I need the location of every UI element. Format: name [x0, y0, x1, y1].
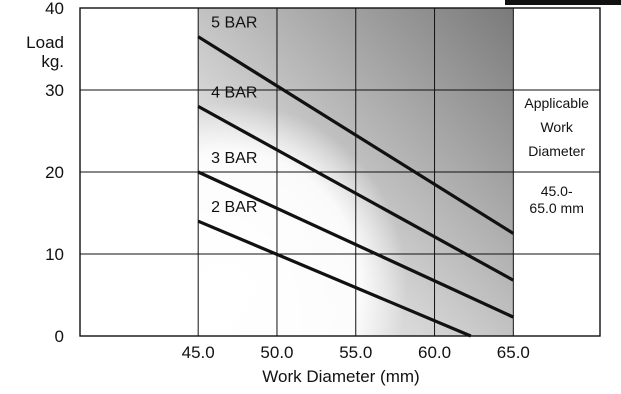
y-tick-label-4: 40 — [45, 0, 64, 18]
note-title-line-0: Applicable — [524, 95, 589, 111]
series-label-3: 2 BAR — [211, 199, 257, 216]
note-value-line-0: 45.0- — [541, 183, 573, 199]
x-tick-label-3: 60.0 — [418, 343, 451, 362]
x-tick-label-4: 65.0 — [497, 343, 530, 362]
series-labels: 5 BAR 4 BAR 3 BAR 2 BAR — [211, 15, 257, 216]
y-tick-label-3: 30 — [45, 81, 64, 100]
series-line-2 — [197, 170, 515, 319]
note-title-line-2: Diameter — [528, 143, 585, 159]
y-axis-label-line-1: kg. — [41, 52, 64, 71]
series-line-0 — [197, 35, 515, 235]
x-tick-label-0: 45.0 — [182, 343, 215, 362]
y-axis-label-line-0: Load — [26, 33, 64, 52]
note-value-line-1: 65.0 mm — [529, 200, 583, 216]
x-tick-label-1: 50.0 — [260, 343, 293, 362]
x-axis-label: Work Diameter (mm) — [262, 367, 419, 386]
applicable-diameter-note: Applicable Work Diameter 45.0-65.0 mm — [524, 95, 589, 216]
x-tick-label-2: 55.0 — [339, 343, 372, 362]
series-label-1: 4 BAR — [211, 84, 257, 101]
plot-frame — [79, 7, 601, 337]
series-line-1 — [197, 104, 515, 282]
y-tick-label-1: 10 — [45, 245, 64, 264]
top-bar — [505, 0, 621, 5]
series-line-3 — [197, 219, 472, 338]
y-tick-label-0: 0 — [55, 327, 64, 346]
series-lines — [197, 35, 515, 338]
y-tick-label-2: 20 — [45, 163, 64, 182]
series-label-2: 3 BAR — [211, 150, 257, 167]
note-title-line-1: Work — [540, 119, 573, 135]
axis-ticks: 0 10 20 30 40 45.0 50.0 55.0 60.0 65.0 — [45, 0, 530, 362]
series-label-0: 5 BAR — [211, 15, 257, 32]
